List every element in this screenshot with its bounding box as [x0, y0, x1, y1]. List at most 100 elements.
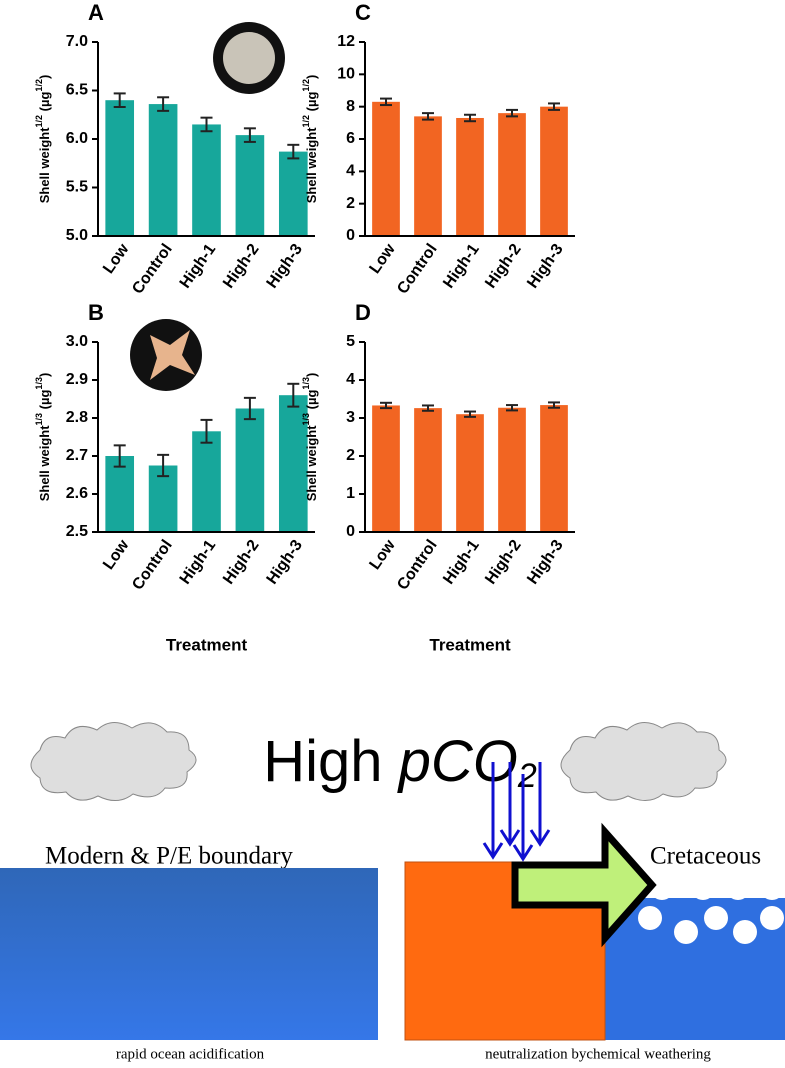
- error-bar: [422, 404, 434, 412]
- panel-label: B: [88, 300, 104, 325]
- error-bar: [422, 112, 434, 121]
- error-bar: [548, 401, 560, 409]
- x-tick-label: Control: [394, 241, 441, 297]
- bar: [540, 405, 568, 532]
- bar: [148, 104, 178, 236]
- y-axis-label-part: 1/2: [34, 115, 44, 128]
- y-axis-label-part: (µg: [304, 390, 319, 413]
- specimen-photo: [150, 330, 195, 380]
- bar: [498, 113, 526, 236]
- x-axis-label: Treatment: [429, 635, 511, 654]
- cloud: [30, 722, 197, 801]
- y-axis-label-part: 1/3: [301, 413, 311, 426]
- cloud: [560, 722, 727, 801]
- y-tick-label: 2.7: [66, 447, 88, 464]
- y-axis-label-part: 1/2: [34, 79, 44, 92]
- right-caption: neutralization bychemical weathering: [485, 1046, 711, 1062]
- bar: [372, 405, 400, 532]
- bar: [414, 116, 442, 236]
- bar: [372, 101, 400, 236]
- ocean: [0, 868, 378, 1040]
- x-tick-label: Low: [100, 241, 133, 277]
- y-axis-label-part: 1/2: [301, 79, 311, 92]
- title-part: 2: [517, 757, 537, 795]
- y-tick-label: 5: [346, 333, 355, 350]
- x-tick-label: High-1: [177, 241, 220, 292]
- error-bar: [548, 102, 560, 111]
- bar: [105, 100, 135, 236]
- green-arrow: [511, 822, 657, 948]
- error-bar: [506, 108, 518, 118]
- ocean: [605, 898, 785, 1040]
- error-bar: [243, 396, 256, 421]
- arrows: [482, 762, 551, 862]
- y-tick-label: 4: [346, 163, 355, 180]
- title-part: pCO: [397, 729, 518, 794]
- error-bar: [157, 453, 170, 478]
- diagram: High pCO2 Modern & P/E boundary Cretaceo…: [0, 722, 785, 1062]
- carbonate: [638, 876, 784, 944]
- y-axis-label: Shell weight1/3 (µg1/3): [301, 373, 319, 502]
- x-tick-label: High-1: [440, 537, 483, 588]
- y-tick-label: 6.5: [66, 82, 88, 99]
- y-tick-label: 2.9: [66, 371, 88, 388]
- error-bar: [200, 418, 213, 444]
- x-tick-label: High-3: [524, 241, 567, 292]
- error-bar: [243, 127, 256, 143]
- y-tick-label: 6: [346, 130, 355, 147]
- y-tick-label: 3: [346, 409, 355, 426]
- y-axis-label-part: 1/3: [301, 377, 311, 390]
- y-tick-label: 2.8: [66, 409, 88, 426]
- bar: [192, 124, 221, 236]
- panel-label: D: [355, 300, 371, 325]
- x-tick-label: Low: [366, 537, 399, 573]
- y-axis-label-part: Shell weight: [304, 127, 319, 204]
- y-tick-label: 2.6: [66, 485, 88, 502]
- x-tick-label: High-1: [440, 241, 483, 292]
- left-label: Modern & P/E boundary: [45, 843, 293, 870]
- x-tick-label: High-3: [264, 241, 307, 292]
- x-tick-label: High-3: [264, 537, 307, 588]
- y-tick-label: 5.5: [66, 179, 88, 196]
- y-tick-label: 10: [337, 66, 355, 83]
- right-label: Cretaceous: [650, 843, 761, 870]
- specimen-photo: [223, 32, 275, 84]
- panel-label: C: [355, 0, 371, 25]
- x-tick-label: Control: [129, 537, 176, 593]
- error-bar: [464, 410, 476, 418]
- bar: [235, 408, 265, 532]
- y-tick-label: 2.5: [66, 523, 88, 540]
- y-tick-label: 12: [337, 33, 355, 50]
- error-bar: [113, 92, 126, 108]
- y-axis-label-part: (µg: [37, 92, 52, 115]
- y-tick-label: 5.0: [66, 227, 88, 244]
- left-caption: rapid ocean acidification: [116, 1046, 265, 1062]
- y-axis-label-part: ): [304, 75, 319, 79]
- x-tick-label: Low: [100, 537, 133, 573]
- bar: [192, 431, 221, 532]
- y-axis-label-part: (µg: [37, 390, 52, 413]
- x-axis-label: Treatment: [166, 635, 248, 654]
- bar: [235, 135, 265, 236]
- y-tick-label: 1: [346, 485, 355, 502]
- y-tick-label: 0: [346, 227, 355, 244]
- x-tick-label: Low: [366, 241, 399, 277]
- y-tick-label: 2: [346, 195, 355, 212]
- x-tick-label: High-2: [220, 537, 263, 588]
- bar: [498, 407, 526, 532]
- error-bar: [113, 444, 126, 468]
- y-tick-label: 8: [346, 98, 355, 115]
- x-tick-label: High-2: [482, 241, 525, 292]
- y-axis-label: Shell weight1/3 (µg1/3): [34, 373, 52, 502]
- y-axis-label: Shell weight1/2 (µg1/2): [34, 75, 52, 204]
- x-tick-label: Control: [129, 241, 176, 297]
- y-axis-label-part: Shell weight: [37, 127, 52, 204]
- y-axis-label-part: ): [37, 75, 52, 79]
- bar: [278, 151, 308, 236]
- y-tick-label: 0: [346, 523, 355, 540]
- y-axis-label: Shell weight1/2 (µg1/2): [301, 75, 319, 204]
- error-bar: [200, 116, 213, 133]
- x-tick-label: High-2: [482, 537, 525, 588]
- bar: [456, 414, 484, 532]
